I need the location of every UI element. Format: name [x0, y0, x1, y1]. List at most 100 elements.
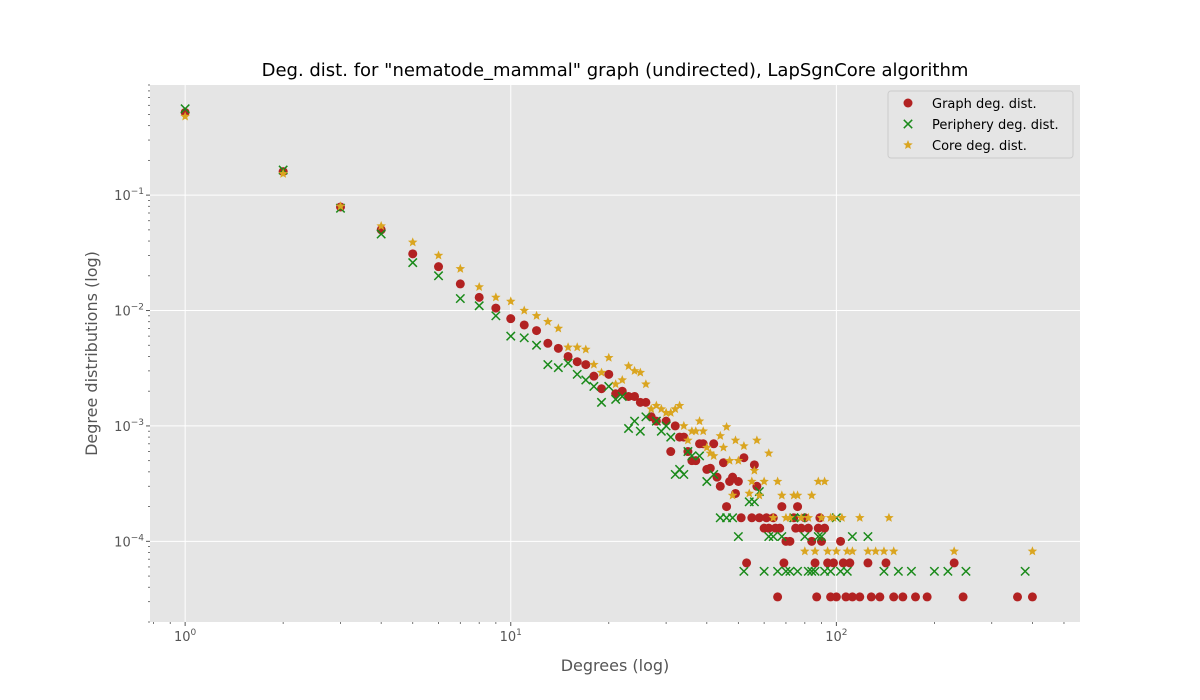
graph-point [474, 292, 484, 302]
core-point [739, 441, 749, 451]
core-point [792, 490, 803, 500]
series-star [180, 111, 1038, 556]
periphery-point [810, 566, 820, 577]
graph-point [630, 391, 640, 401]
graph-point [661, 416, 671, 426]
core-point [828, 512, 839, 522]
x-tick-label: 101 [500, 628, 522, 645]
core-point [796, 512, 806, 522]
periphery-point [572, 369, 582, 380]
core-point [661, 407, 671, 417]
core-point [806, 490, 817, 500]
series-x [180, 104, 1030, 577]
graph-point [779, 558, 789, 568]
periphery-point [589, 381, 599, 392]
periphery-point [679, 469, 689, 480]
graph-point [641, 397, 651, 407]
plot-background [150, 85, 1080, 622]
periphery-point [519, 333, 529, 343]
periphery-point [180, 104, 190, 114]
graph-point [803, 523, 813, 533]
core-point [888, 546, 899, 556]
legend-marker-circle [903, 98, 913, 108]
graph-point [796, 523, 806, 533]
periphery-point [825, 566, 836, 577]
axis-ticks: 100 101 102 10−4 10−3 10−2 10−1 [114, 84, 1065, 645]
core-point [278, 168, 288, 178]
core-point [702, 442, 712, 452]
core-point [679, 420, 689, 430]
periphery-point [708, 469, 719, 480]
periphery-point [474, 301, 484, 311]
core-point [506, 296, 516, 306]
graph-point [949, 558, 959, 568]
core-point [863, 546, 873, 556]
graph-point [455, 279, 465, 289]
graph-point [742, 558, 752, 568]
core-point [768, 512, 779, 522]
grid-lines [150, 85, 1080, 622]
core-point [747, 476, 757, 486]
periphery-point [581, 375, 591, 385]
y-tick-label: 10−3 [114, 418, 144, 435]
graph-point [866, 592, 876, 602]
periphery-point [785, 566, 795, 577]
y-tick-label: 10−4 [114, 533, 144, 550]
core-point [749, 465, 760, 475]
graph-point [491, 303, 501, 313]
core-point [730, 435, 741, 445]
graph-point [816, 536, 826, 546]
graph-point [841, 592, 851, 602]
x-axis-label: Degrees (log) [561, 656, 670, 675]
periphery-point [847, 531, 858, 542]
core-point [724, 455, 735, 465]
graph-point [911, 592, 921, 602]
periphery-point [641, 412, 651, 422]
graph-point [670, 421, 680, 431]
graph-point [589, 371, 599, 381]
periphery-point [408, 257, 418, 268]
core-point [455, 263, 466, 273]
legend: Graph deg. dist. Periphery deg. dist. Core… [887, 90, 1074, 159]
x-tick-label: 100 [174, 628, 197, 645]
graph-point [604, 369, 614, 379]
legend-label: Periphery deg. dist. [932, 118, 1059, 133]
periphery-point [543, 359, 553, 370]
periphery-point [893, 566, 904, 577]
periphery-point [739, 566, 749, 577]
graph-point [543, 338, 553, 348]
graph-point [812, 592, 822, 602]
periphery-point [1020, 566, 1030, 577]
core-point [519, 305, 529, 315]
graph-point [775, 523, 785, 533]
graph-point [1027, 592, 1037, 602]
core-point [572, 342, 582, 352]
graph-point [838, 558, 848, 568]
periphery-point [455, 293, 466, 304]
core-point [407, 237, 418, 247]
periphery-point [961, 566, 971, 577]
core-point [727, 490, 738, 500]
graph-point [718, 458, 728, 468]
core-point [610, 379, 621, 389]
graph-point [705, 463, 715, 473]
graph-point [581, 360, 591, 370]
core-point [180, 111, 190, 121]
periphery-point [553, 362, 564, 373]
graph-point [572, 357, 582, 367]
periphery-point [764, 531, 774, 542]
graph-point [810, 558, 820, 568]
periphery-point [803, 566, 814, 577]
core-point [949, 546, 959, 556]
core-point [596, 367, 607, 377]
graph-point [752, 481, 762, 491]
core-point [623, 361, 634, 371]
periphery-point [623, 423, 634, 434]
core-point [754, 490, 765, 500]
core-point [629, 365, 640, 375]
core-point [589, 359, 599, 369]
core-point [837, 512, 847, 522]
core-point [553, 323, 564, 333]
graph-point [666, 447, 676, 457]
